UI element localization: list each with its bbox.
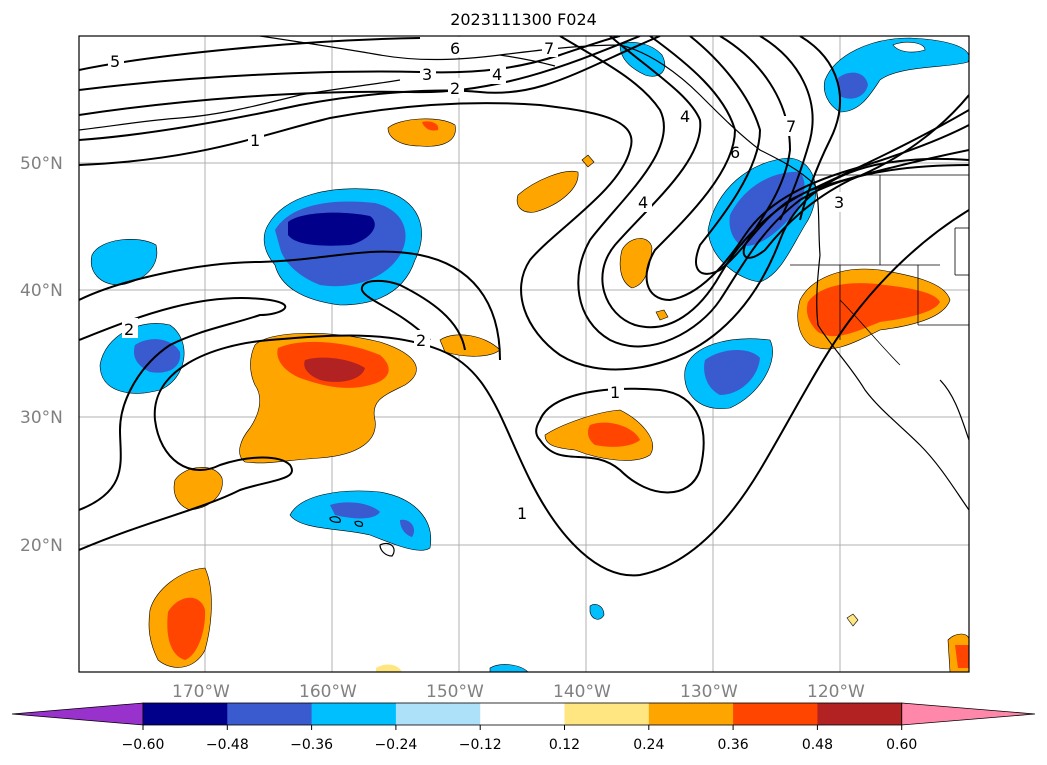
colorbar: −0.60 −0.48 −0.36 −0.24 −0.12 0.12 0.24 0.36 0.4…: [11, 702, 1036, 753]
contour-label: 3: [422, 65, 432, 84]
map-title: 2023111300 F024: [450, 10, 597, 29]
contour-label: 4: [680, 107, 690, 126]
lon-label-120w: 120°W: [807, 682, 865, 702]
contour-label: 2: [450, 79, 460, 98]
lon-label-150w: 150°W: [426, 682, 484, 702]
colorbar-tick-label: 0.12: [549, 737, 580, 753]
colorbar-segment: [817, 703, 903, 725]
colorbar-tick-label: 0.60: [886, 737, 917, 753]
colorbar-tick-label: 0.36: [718, 737, 749, 753]
contour-value-labels: 5 6 7 3 4 2 1 2 2 4 1 1 7 3: [108, 37, 848, 523]
lon-label-160w: 160°W: [299, 682, 357, 702]
colorbar-extend-high: [901, 702, 1036, 726]
colorbar-tick-label: −0.48: [206, 737, 249, 753]
colorbar-segment: [733, 703, 818, 725]
colorbar-segment: [648, 703, 734, 725]
lon-label-130w: 130°W: [680, 682, 738, 702]
colorbar-segment: [311, 703, 397, 725]
colorbar-tick-label: 0.48: [802, 737, 833, 753]
lat-label-50n: 50°N: [20, 154, 63, 174]
longitude-labels: 170°W 160°W 150°W 140°W 130°W 120°W: [172, 682, 865, 702]
colorbar-tick-label: −0.12: [459, 737, 502, 753]
contour-label: 6: [730, 143, 740, 162]
lat-label-40n: 40°N: [20, 281, 63, 301]
colorbar-tick-label: 0.24: [633, 737, 664, 753]
contour-label: 1: [517, 504, 527, 523]
contour-label: 5: [110, 52, 120, 71]
contour-label: 7: [544, 39, 554, 58]
contour-label: 1: [250, 131, 260, 150]
colorbar-segment: [395, 703, 481, 725]
colorbar-tick-label: −0.36: [290, 737, 333, 753]
colorbar-segment: [227, 703, 313, 725]
map-border: [78, 35, 970, 673]
colorbar-tick-label: −0.24: [374, 737, 417, 753]
lat-label-20n: 20°N: [20, 536, 63, 556]
colorbar-extend-low: [11, 702, 144, 726]
latitude-labels: 50°N 40°N 30°N 20°N: [20, 154, 63, 556]
contour-label: 1: [610, 383, 620, 402]
contour-label: 2: [124, 320, 134, 339]
contour-label: 4: [492, 65, 502, 84]
colorbar-segment: [143, 703, 228, 725]
colorbar-tick-label: −0.60: [122, 737, 165, 753]
lon-label-170w: 170°W: [172, 682, 230, 702]
colorbar-outline: [142, 702, 903, 726]
map-panel: 5 6 7 3 4 2 1 2 2 4 1 1 7 3: [79, 36, 969, 672]
contour-label: 4: [638, 193, 648, 212]
contour-label: 3: [834, 193, 844, 212]
colorbar-segment: [480, 703, 565, 725]
political-boundaries: [790, 174, 969, 366]
coastlines: [79, 36, 969, 557]
contour-label: 7: [786, 117, 796, 136]
lon-label-140w: 140°W: [553, 682, 611, 702]
lat-label-30n: 30°N: [20, 408, 63, 428]
contour-label: 2: [416, 331, 426, 350]
colorbar-segment: [564, 703, 650, 725]
contour-label: 6: [450, 39, 460, 58]
